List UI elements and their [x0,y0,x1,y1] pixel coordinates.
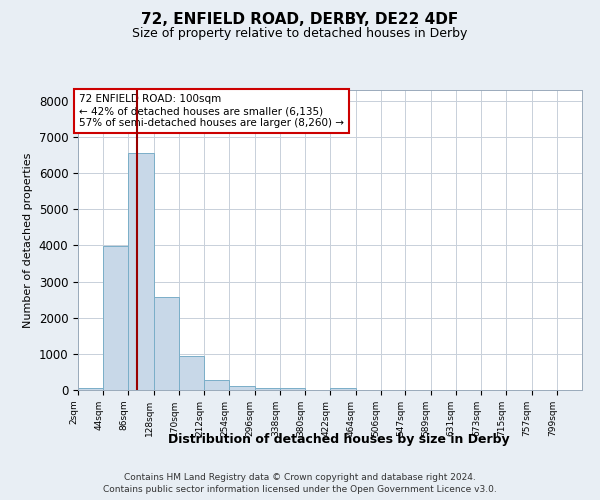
Text: 72, ENFIELD ROAD, DERBY, DE22 4DF: 72, ENFIELD ROAD, DERBY, DE22 4DF [142,12,458,28]
Bar [103,246,128,390]
Bar [179,356,204,390]
Text: 72 ENFIELD ROAD: 100sqm
← 42% of detached houses are smaller (6,135)
57% of semi: 72 ENFIELD ROAD: 100sqm ← 42% of detache… [79,94,344,128]
Bar [229,386,254,390]
Bar [128,154,154,390]
Y-axis label: Number of detached properties: Number of detached properties [23,152,33,328]
Text: Size of property relative to detached houses in Derby: Size of property relative to detached ho… [133,28,467,40]
Text: Contains HM Land Registry data © Crown copyright and database right 2024.: Contains HM Land Registry data © Crown c… [124,472,476,482]
Text: Contains public sector information licensed under the Open Government Licence v3: Contains public sector information licen… [103,485,497,494]
Bar [204,380,229,390]
Bar [154,296,179,390]
Bar [254,388,280,390]
Text: Distribution of detached houses by size in Derby: Distribution of detached houses by size … [168,432,510,446]
Bar [280,388,305,390]
Bar [331,388,356,390]
Bar [78,388,103,390]
